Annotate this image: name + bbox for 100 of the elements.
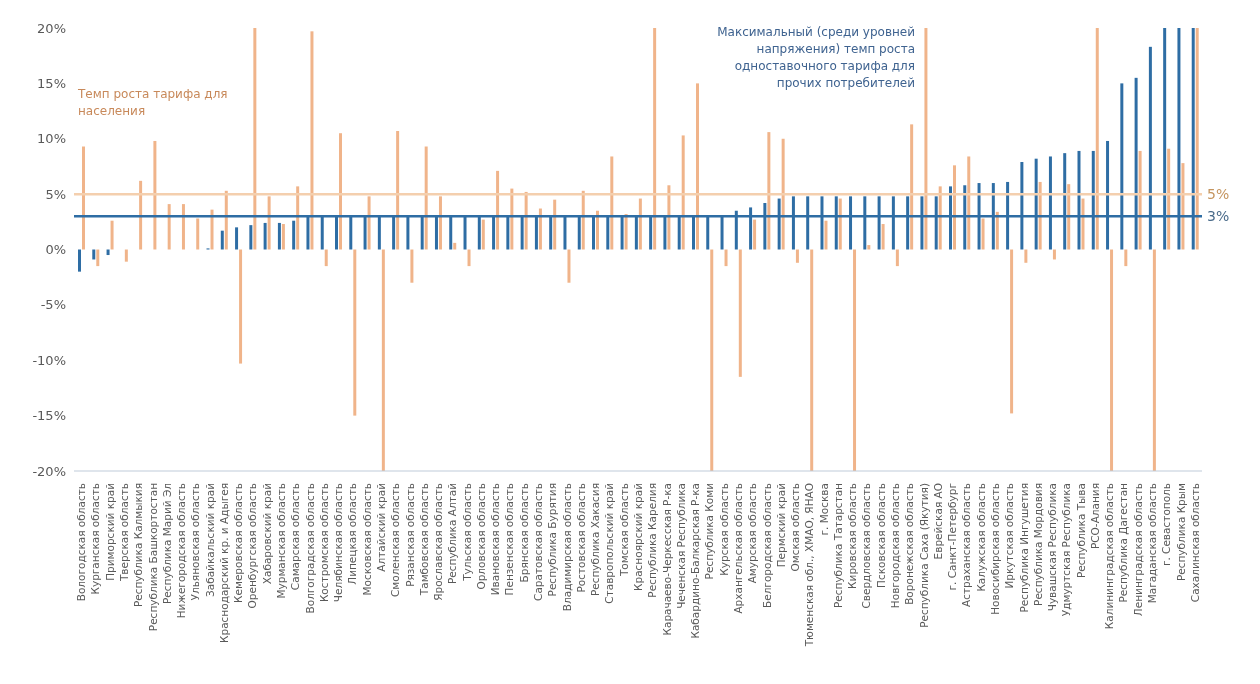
bar	[139, 180, 143, 250]
x-tick-label: Ярославская область	[432, 483, 445, 601]
bar	[524, 191, 528, 250]
bar	[981, 218, 985, 250]
bar	[1052, 249, 1056, 260]
x-tick-label: Владимирская область	[560, 483, 573, 612]
x-tick-label: Кемеровская область	[232, 483, 245, 603]
y-tick-label: -20%	[32, 463, 66, 479]
bar	[710, 249, 714, 471]
bar	[210, 209, 214, 250]
bar	[810, 249, 814, 471]
x-tick-label: Новгородская область	[889, 483, 902, 609]
x-tick-label: Забайкальский край	[203, 483, 216, 597]
x-tick-label: Алтайский край	[374, 483, 387, 572]
x-tick-label: Республика Марий Эл	[160, 483, 173, 604]
x-tick-label: Республика Крым	[1174, 483, 1187, 582]
bar	[410, 249, 414, 283]
x-tick-label: г. Севастополь	[1160, 483, 1173, 567]
x-tick-label: Хабаровский край	[260, 483, 273, 585]
bar	[1110, 249, 1114, 471]
bar	[867, 245, 871, 250]
bar	[181, 204, 185, 250]
bar	[853, 249, 857, 471]
ref-line-label: 5%	[1207, 186, 1230, 203]
x-tick-label: Кировская область	[846, 483, 859, 589]
bar	[263, 222, 267, 250]
x-tick-label: Оренбургская область	[246, 483, 259, 609]
x-tick-label: Саратовская область	[532, 483, 545, 601]
x-tick-label: Республика Тыва	[1074, 483, 1087, 579]
bar	[596, 210, 600, 250]
x-tick-label: Амурская область	[746, 483, 759, 584]
bar	[277, 222, 281, 250]
x-tick-label: Республика Ингушетия	[1017, 483, 1030, 613]
x-tick-label: Республика Коми	[703, 483, 716, 580]
bar	[738, 249, 742, 377]
bar	[292, 220, 296, 250]
bar	[496, 170, 500, 250]
bar	[1010, 249, 1014, 414]
bar	[824, 220, 828, 250]
x-tick-label: Краснодарский кр. и Адыгея	[217, 483, 230, 643]
x-tick-label: Республика Бурятия	[546, 483, 559, 597]
x-tick-label: Тульская область	[460, 483, 473, 582]
x-tick-label: г. Москва	[817, 483, 830, 536]
x-tick-label: Московская область	[360, 483, 373, 596]
y-tick-label: -15%	[32, 408, 66, 424]
x-tick-label: Приморский край	[103, 483, 116, 581]
x-tick-label: Республика Дагестан	[1117, 483, 1130, 603]
x-tick-label: Липецкая область	[346, 483, 359, 585]
x-tick-label: Ульяновская область	[189, 483, 202, 601]
x-tick-label: Тамбовская область	[417, 483, 430, 597]
y-tick-label: 0%	[45, 242, 66, 258]
x-tick-label: Пензенская область	[503, 483, 516, 596]
bar	[249, 225, 253, 250]
bar	[253, 28, 257, 250]
x-tick-label: Воронежская область	[903, 483, 916, 605]
bar	[724, 249, 728, 267]
bar	[153, 140, 157, 250]
x-tick-label: Республика Саха (Якутия)	[917, 483, 930, 628]
bar	[553, 199, 557, 250]
x-tick-label: Мурманская область	[275, 483, 288, 599]
bar	[92, 249, 96, 260]
bar	[753, 219, 757, 250]
bar	[695, 83, 699, 250]
bar	[220, 230, 224, 250]
bar	[910, 124, 914, 250]
bar	[96, 249, 100, 267]
bar	[795, 249, 799, 263]
bar	[239, 249, 243, 364]
x-tick-label: Новосибирская область	[988, 483, 1001, 615]
x-tick-label: Удмуртская Республика	[1060, 483, 1073, 617]
bar	[381, 249, 385, 471]
text: Максимальный (среди уровней напряжения) темп роста одноставочного тарифа для прочих потребителей	[716, 24, 915, 92]
y-tick-label: -5%	[40, 297, 66, 313]
bar	[624, 214, 628, 250]
bar	[339, 133, 343, 250]
bar	[124, 249, 128, 262]
bar	[667, 185, 671, 250]
x-tick-label: Архангельская область	[731, 483, 744, 614]
bar	[110, 220, 114, 250]
x-tick-label: Орловская область	[474, 483, 487, 590]
bar	[567, 249, 571, 283]
y-tick-label: -10%	[32, 352, 66, 368]
x-tick-label: Ивановская область	[489, 483, 502, 596]
x-tick-label: Вологодская область	[75, 483, 88, 602]
bar	[82, 146, 85, 250]
bar	[424, 146, 428, 250]
x-tick-label: Нижегородская область	[175, 483, 188, 619]
x-tick-label: Магаданская область	[1146, 483, 1159, 604]
bar	[1181, 163, 1185, 250]
bar	[235, 227, 239, 250]
x-tick-label: Республика Хакасия	[589, 483, 602, 597]
x-tick-label: Рязанская область	[403, 483, 416, 587]
x-tick-label: Курганская область	[89, 483, 102, 595]
bar	[538, 208, 542, 250]
y-tick-label: 10%	[37, 131, 66, 147]
x-tick-label: Волгоградская область	[303, 483, 316, 614]
x-tick-label: Белгородская область	[760, 483, 773, 608]
bar	[196, 218, 200, 250]
x-tick-label: г. Санкт-Петербург	[946, 483, 959, 591]
x-tick-label: Омская область	[789, 483, 802, 572]
